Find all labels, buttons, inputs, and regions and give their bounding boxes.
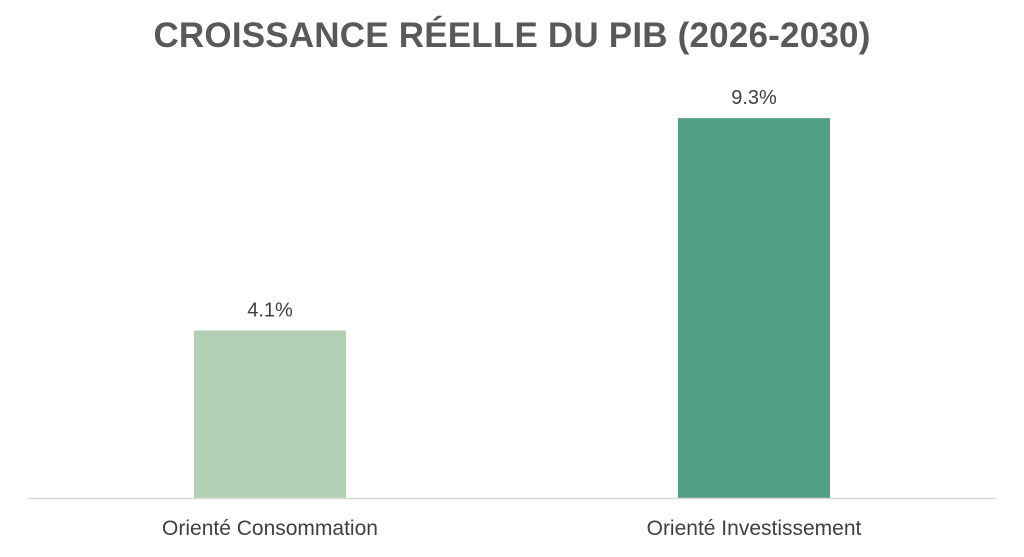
bar-1: [194, 330, 346, 498]
x-tick-label-2: Orienté Investissement: [647, 517, 862, 540]
bar-2: [678, 118, 830, 498]
bar-value-labels: 4.1% 9.3%: [247, 87, 777, 321]
x-tick-label-1: Orienté Consommation: [162, 517, 378, 540]
chart-title: CROISSANCE RÉELLE DU PIB (2026-2030): [153, 16, 871, 55]
bar-value-label-1: 4.1%: [247, 300, 293, 322]
bar-value-label-2: 9.3%: [731, 87, 777, 109]
bars-group: [194, 118, 830, 498]
x-tick-labels: Orienté Consommation Orienté Investisseme…: [162, 517, 862, 540]
